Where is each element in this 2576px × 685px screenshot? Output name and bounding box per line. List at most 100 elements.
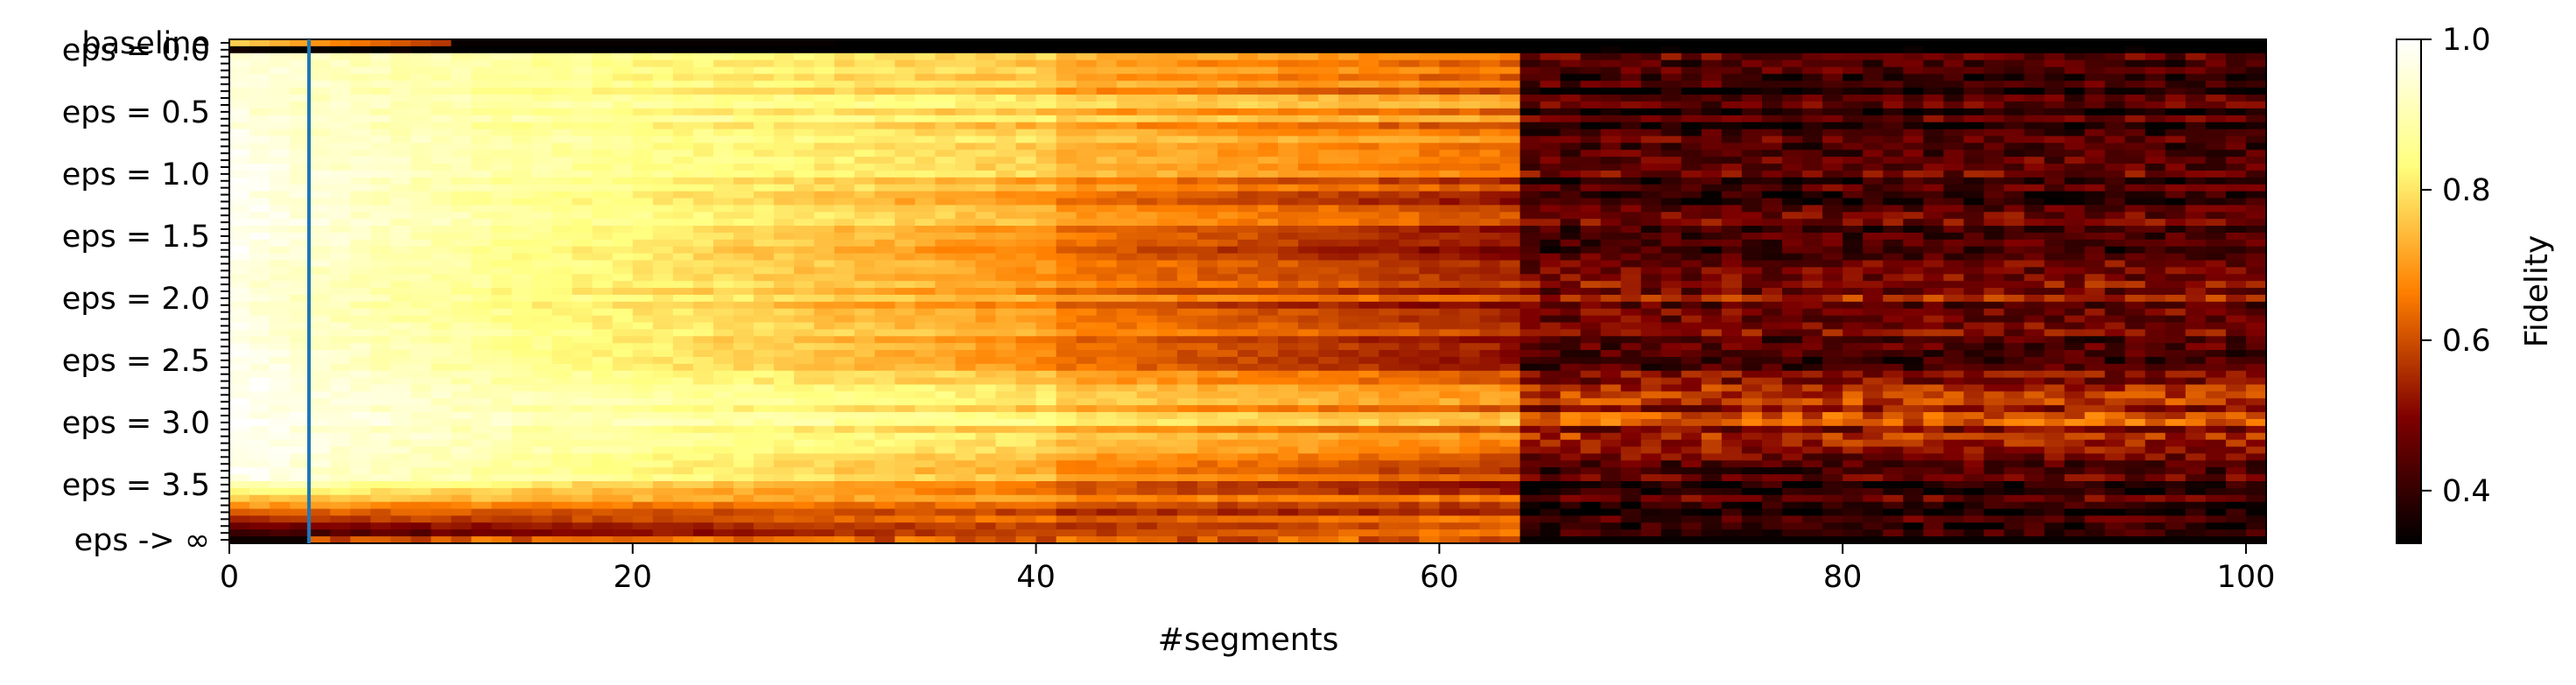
- heatmap-cell: [1903, 39, 1924, 47]
- heatmap-cell: [834, 267, 855, 275]
- heatmap-cell: [491, 370, 513, 379]
- heatmap-cell: [1560, 129, 1582, 137]
- heatmap-cell: [1459, 108, 1481, 116]
- heatmap-cell: [310, 288, 331, 296]
- heatmap-cell: [1237, 101, 1259, 109]
- heatmap-cell: [672, 157, 694, 164]
- heatmap-cell: [794, 253, 815, 262]
- heatmap-cell: [1883, 205, 1904, 213]
- heatmap-cell: [2185, 45, 2207, 54]
- heatmap-cell: [2064, 115, 2086, 123]
- heatmap-cell: [1701, 322, 1723, 330]
- heatmap-cell: [1903, 170, 1924, 178]
- heatmap-cell: [1580, 288, 1602, 296]
- heatmap-cell: [1258, 226, 1279, 234]
- heatmap-cell: [1338, 94, 1359, 102]
- heatmap-cell: [1600, 219, 1622, 227]
- heatmap-cell: [915, 363, 936, 372]
- heatmap-cell: [1439, 246, 1461, 255]
- heatmap-cell: [955, 246, 977, 255]
- heatmap-cell: [854, 184, 875, 192]
- heatmap-cell: [2205, 59, 2227, 68]
- heatmap-cell: [1782, 205, 1803, 213]
- heatmap-cell: [632, 170, 654, 178]
- heatmap-cell: [2165, 322, 2186, 330]
- heatmap-cell: [1136, 219, 1158, 227]
- heatmap-cell: [1278, 177, 1299, 185]
- heatmap-cell: [1983, 267, 2005, 275]
- heatmap-cell: [672, 343, 694, 351]
- heatmap-cell: [2245, 212, 2267, 220]
- heatmap-cell: [814, 212, 835, 220]
- heatmap-cell: [1419, 301, 1440, 310]
- heatmap-cell: [572, 343, 593, 351]
- heatmap-cell: [1096, 129, 1118, 137]
- heatmap-cell: [1419, 136, 1440, 143]
- heatmap-cell: [1035, 260, 1057, 268]
- heatmap-cell: [411, 66, 432, 75]
- heatmap-cell: [592, 308, 614, 317]
- heatmap-cell: [1600, 232, 1622, 241]
- heatmap-cell: [1640, 350, 1662, 358]
- heatmap-cell: [1863, 45, 1884, 54]
- heatmap-cell: [1883, 59, 1904, 68]
- heatmap-cell: [1116, 267, 1138, 275]
- heatmap-cell: [370, 315, 391, 324]
- heatmap-cell: [1802, 350, 1823, 358]
- heatmap-cell: [572, 356, 593, 365]
- heatmap-cell: [1681, 322, 1702, 330]
- heatmap-cell: [1318, 315, 1339, 324]
- heatmap-cell: [995, 288, 1017, 296]
- heatmap-cell: [1943, 129, 1965, 137]
- heatmap-cell: [1560, 370, 1582, 379]
- heatmap-cell: [2144, 66, 2166, 75]
- heatmap-cell: [814, 356, 835, 365]
- heatmap-cell: [1580, 212, 1602, 220]
- heatmap-cell: [733, 87, 755, 95]
- heatmap-cell: [1076, 212, 1098, 220]
- heatmap-cell: [1923, 129, 1944, 137]
- heatmap-cell: [2225, 87, 2247, 95]
- heatmap-cell: [1822, 267, 1843, 275]
- heatmap-cell: [1640, 322, 1662, 330]
- heatmap-cell: [1701, 198, 1723, 206]
- heatmap-cell: [1620, 157, 1642, 164]
- heatmap-cell: [390, 253, 411, 262]
- heatmap-cell: [794, 205, 815, 213]
- heatmap-cell: [1298, 52, 1319, 61]
- heatmap-cell: [2165, 315, 2186, 324]
- heatmap-cell: [1600, 350, 1622, 358]
- heatmap-cell: [1116, 101, 1138, 109]
- heatmap-cell: [1278, 301, 1299, 310]
- heatmap-cell: [370, 73, 391, 81]
- heatmap-cell: [1499, 129, 1521, 137]
- heatmap-cell: [370, 301, 391, 310]
- heatmap-cell: [2185, 52, 2207, 61]
- heatmap-cell: [592, 377, 614, 386]
- heatmap-cell: [1721, 253, 1743, 262]
- heatmap-cell: [2205, 219, 2227, 227]
- heatmap-cell: [975, 108, 997, 116]
- heatmap-cell: [1843, 281, 1864, 289]
- heatmap-cell: [874, 198, 895, 206]
- heatmap-cell: [1580, 170, 1602, 178]
- heatmap-cell: [1520, 219, 1541, 227]
- heatmap-cell: [572, 122, 593, 130]
- heatmap-cell: [1660, 177, 1682, 185]
- heatmap-cell: [229, 45, 250, 54]
- heatmap-cell: [511, 308, 533, 317]
- heatmap-cell: [692, 129, 714, 137]
- heatmap-cell: [895, 164, 916, 171]
- heatmap-cell: [2024, 253, 2046, 262]
- heatmap-cell: [1056, 260, 1077, 268]
- heatmap-cell: [1560, 267, 1582, 275]
- heatmap-cell: [1701, 274, 1723, 282]
- heatmap-cell: [1620, 39, 1642, 47]
- heatmap-cell: [1963, 274, 1985, 282]
- heatmap-cell: [431, 205, 453, 213]
- heatmap-cell: [1540, 212, 1562, 220]
- heatmap-cell: [712, 308, 734, 317]
- heatmap-cell: [551, 267, 573, 275]
- heatmap-cell: [2124, 370, 2146, 379]
- heatmap-cell: [2205, 66, 2227, 75]
